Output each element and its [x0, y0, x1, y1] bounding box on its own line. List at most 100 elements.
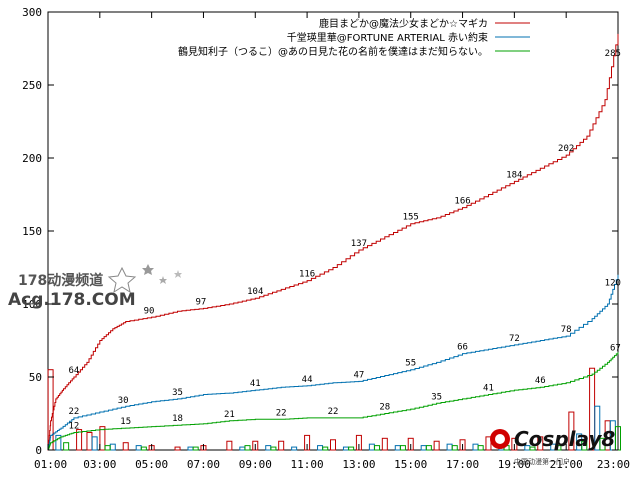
data-label: 21: [224, 410, 235, 420]
x-tick-label: 09:00: [239, 458, 272, 471]
data-label: 28: [379, 403, 390, 413]
count-bar: [265, 445, 272, 451]
count-bar: [581, 440, 588, 451]
count-bar: [63, 442, 70, 451]
watermark-178-cn: 178动漫频道: [18, 272, 103, 289]
series-line: [47, 33, 619, 451]
count-bar: [291, 446, 298, 451]
x-tick-label: 03:00: [83, 458, 116, 471]
count-bar: [394, 445, 401, 451]
watermark-178-en: Acg.178.COM: [8, 290, 136, 310]
count-bar: [374, 445, 381, 451]
count-bar: [529, 446, 536, 451]
data-label: 184: [506, 170, 522, 180]
star-icon: [159, 276, 167, 284]
count-bar: [140, 446, 147, 451]
x-tick-label: 13:00: [342, 458, 375, 471]
count-bar: [278, 440, 285, 451]
y-tick-label: 250: [22, 79, 42, 92]
count-bar: [420, 445, 427, 451]
x-tick-label: 15:00: [394, 458, 427, 471]
count-bar: [555, 445, 562, 451]
watermark-178: 178动漫频道 Acg.178.COM: [8, 264, 182, 310]
count-bar: [599, 437, 606, 451]
count-bar: [342, 446, 349, 451]
count-bar: [368, 443, 375, 451]
count-bar: [399, 445, 406, 451]
count-bar: [109, 443, 116, 451]
series-line: [47, 274, 619, 451]
data-label: 202: [558, 144, 574, 154]
data-label: 18: [172, 414, 183, 424]
data-label: 155: [403, 213, 419, 223]
count-bar: [477, 445, 484, 451]
series-line: [47, 352, 619, 451]
count-bar: [322, 446, 329, 451]
data-label: 15: [120, 417, 131, 427]
bar-layer: [47, 367, 621, 451]
count-bar: [244, 445, 251, 451]
x-tick-label: 05:00: [135, 458, 168, 471]
data-label: 116: [299, 270, 315, 280]
line-layer: [47, 33, 619, 451]
data-label: 120: [605, 278, 621, 288]
x-tick-label: 17:00: [446, 458, 479, 471]
y-tick-label: 0: [35, 444, 42, 457]
count-bar: [99, 426, 106, 451]
count-bar: [104, 445, 111, 451]
count-bar: [317, 445, 324, 451]
data-label: 46: [535, 376, 546, 386]
count-bar: [425, 445, 432, 451]
data-label: 72: [509, 334, 520, 344]
legend: 鹿目まどか@魔法少女まどか☆マギカ 千堂瑛里華@FORTUNE ARTERIAL…: [178, 17, 530, 58]
y-axis: 0 50 100 150 200 250 300: [22, 6, 618, 457]
cosplay8-logo-ring-icon: [495, 434, 505, 444]
data-label: 47: [353, 370, 364, 380]
star-icon: [174, 270, 182, 278]
y-tick-label: 200: [22, 152, 42, 165]
x-tick-label: 07:00: [187, 458, 220, 471]
data-label: 44: [302, 375, 313, 385]
data-label: 35: [431, 392, 442, 402]
legend-label-erika: 千堂瑛里華@FORTUNE ARTERIAL 赤い約束: [287, 31, 488, 44]
count-bar: [91, 436, 98, 451]
data-label: 35: [172, 388, 183, 398]
y-tick-label: 50: [29, 371, 42, 384]
count-bar: [76, 429, 83, 451]
star-icon: [142, 264, 154, 275]
count-bar: [433, 440, 440, 451]
count-bar: [451, 445, 458, 451]
count-bar: [239, 446, 246, 451]
count-bar: [330, 439, 336, 451]
count-bar: [594, 405, 601, 451]
y-tick-label: 300: [22, 6, 42, 19]
count-bar: [174, 446, 181, 451]
count-bar: [86, 431, 93, 451]
data-label: 30: [118, 396, 129, 406]
x-tick-label: 19:00: [498, 458, 531, 471]
count-bar: [472, 443, 479, 451]
y-tick-label: 100: [22, 298, 42, 311]
watermark-cosplay8-brand: Cosplay8: [514, 427, 615, 451]
x-tick-label: 01:00: [34, 458, 67, 471]
legend-label-tsuruko: 鶴見知利子（つるこ）@あの日見た花の名前を僕達はまだ知らない。: [178, 45, 488, 58]
legend-label-madoka: 鹿目まどか@魔法少女まどか☆マギカ: [319, 17, 488, 30]
data-label: 41: [483, 384, 494, 394]
star-icon: [107, 266, 137, 294]
watermark-cosplay8: Cosplay8 中国动漫第一门户: [490, 427, 615, 466]
data-label: 67: [610, 344, 621, 354]
y-tick-label: 150: [22, 225, 42, 238]
x-tick-label: 11:00: [291, 458, 324, 471]
count-bar: [348, 446, 355, 451]
count-bar: [381, 437, 388, 451]
plot-frame: [47, 11, 619, 451]
watermark-cosplay8-sub: 中国动漫第一门户: [514, 457, 570, 466]
count-bar: [187, 446, 194, 451]
count-bar: [537, 436, 544, 451]
count-bar: [568, 411, 575, 451]
count-bar: [446, 443, 453, 451]
data-label: 22: [328, 407, 339, 417]
data-label: 66: [457, 343, 468, 353]
x-axis: 01:00 03:00 05:00 07:00 09:00 11:00 13:00 15:00…: [34, 12, 630, 471]
